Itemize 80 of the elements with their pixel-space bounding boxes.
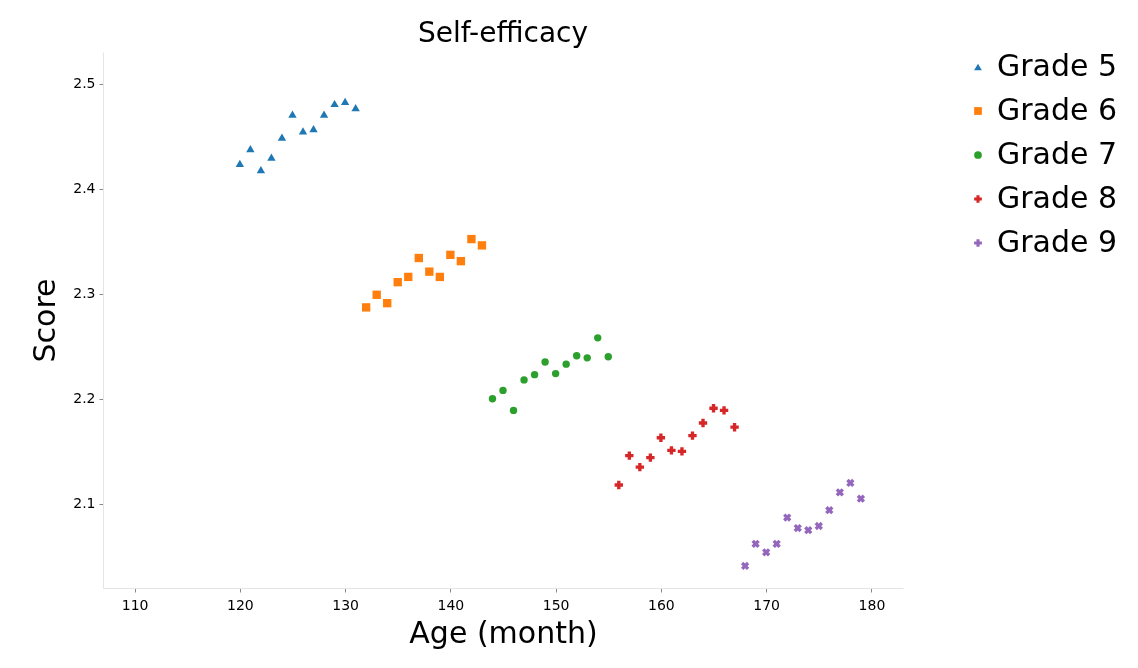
legend-label: Grade 9 bbox=[997, 224, 1118, 259]
chart-title: Self-efficacy bbox=[417, 16, 589, 49]
point bbox=[783, 513, 792, 522]
point bbox=[646, 453, 655, 462]
point bbox=[509, 406, 518, 415]
point bbox=[709, 404, 718, 413]
point bbox=[551, 369, 560, 378]
point bbox=[740, 561, 750, 571]
point bbox=[246, 145, 255, 153]
point bbox=[372, 290, 381, 299]
legend-label: Grade 8 bbox=[997, 180, 1118, 215]
point bbox=[856, 494, 866, 503]
x-tick-label: 120 bbox=[226, 596, 254, 613]
y-axis-title: Score bbox=[27, 278, 63, 363]
point bbox=[488, 395, 497, 403]
point bbox=[804, 526, 813, 535]
legend-label: Grade 6 bbox=[997, 92, 1118, 127]
point bbox=[267, 153, 276, 161]
point bbox=[235, 159, 245, 168]
x-tick-label: 150 bbox=[542, 596, 570, 613]
point bbox=[667, 446, 676, 455]
point bbox=[814, 521, 823, 531]
x-tick-label: 170 bbox=[753, 596, 781, 613]
point bbox=[656, 433, 666, 442]
point bbox=[572, 352, 581, 360]
y-tick-label: 2.4 bbox=[73, 180, 96, 197]
point bbox=[404, 272, 413, 282]
point bbox=[425, 267, 434, 276]
point bbox=[256, 166, 266, 174]
y-tick-label: 2.3 bbox=[73, 285, 96, 302]
point bbox=[456, 256, 466, 266]
point bbox=[393, 277, 402, 287]
point bbox=[604, 353, 612, 361]
point bbox=[772, 539, 781, 548]
point bbox=[520, 376, 528, 384]
point bbox=[541, 358, 549, 366]
point bbox=[288, 110, 297, 118]
point bbox=[383, 299, 392, 308]
point bbox=[351, 104, 360, 112]
y-tick-label: 2.2 bbox=[73, 390, 96, 407]
point bbox=[309, 125, 318, 133]
point bbox=[846, 478, 855, 488]
point bbox=[793, 523, 802, 533]
point bbox=[751, 539, 760, 548]
x-tick-label: 110 bbox=[121, 596, 149, 613]
point bbox=[499, 386, 507, 395]
point bbox=[635, 462, 645, 472]
x-tick-label: 160 bbox=[648, 596, 675, 613]
point bbox=[530, 370, 539, 379]
y-tick-label: 2.5 bbox=[73, 75, 96, 92]
point bbox=[677, 447, 687, 456]
x-axis-title: Age (month) bbox=[409, 614, 598, 650]
point bbox=[467, 234, 476, 244]
point bbox=[719, 406, 729, 415]
point bbox=[477, 241, 487, 250]
y-tick-label: 2.1 bbox=[73, 495, 96, 512]
point bbox=[825, 506, 834, 515]
point bbox=[835, 488, 844, 497]
legend-label: Grade 7 bbox=[997, 136, 1118, 171]
x-tick-label: 130 bbox=[332, 596, 359, 613]
point bbox=[730, 423, 739, 432]
point bbox=[562, 360, 570, 368]
point bbox=[277, 133, 287, 141]
point bbox=[446, 250, 455, 260]
point bbox=[594, 334, 602, 342]
point bbox=[340, 97, 350, 106]
point bbox=[688, 431, 697, 440]
point bbox=[435, 272, 445, 282]
point bbox=[625, 451, 634, 460]
point bbox=[361, 303, 371, 312]
point bbox=[614, 480, 623, 490]
point bbox=[414, 253, 423, 263]
point bbox=[330, 99, 339, 108]
point bbox=[319, 110, 329, 118]
x-tick-label: 140 bbox=[437, 596, 465, 613]
x-tick-label: 180 bbox=[858, 596, 886, 613]
point bbox=[698, 418, 708, 428]
legend-label: Grade 5 bbox=[997, 48, 1118, 83]
point bbox=[583, 354, 591, 362]
point bbox=[762, 548, 771, 557]
